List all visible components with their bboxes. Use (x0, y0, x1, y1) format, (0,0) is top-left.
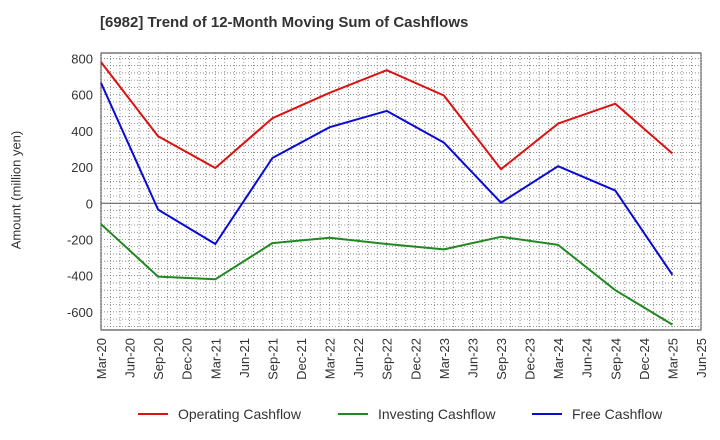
legend-item: Operating Cashflow (138, 404, 301, 424)
axis-layer: 800 600 400 200 0 -200 -400 -600 Mar-20 Jun-20 Sep… (67, 51, 709, 379)
x-tick-label: Jun-25 (694, 338, 709, 378)
legend-label: Free Cashflow (572, 406, 663, 422)
y-tick-label: 800 (71, 51, 93, 66)
legend-swatch (532, 413, 562, 415)
y-tick-label: 200 (71, 160, 93, 175)
x-tick-label: Dec-21 (294, 338, 309, 380)
series-line (100, 223, 673, 326)
chart-plot: 800 600 400 200 0 -200 -400 -600 Mar-20 Jun-20 Sep… (67, 51, 709, 379)
x-tick-label: Dec-24 (637, 338, 652, 380)
series-line (100, 82, 674, 276)
x-tick-label: Jun-24 (580, 338, 595, 378)
x-tick-label: Dec-23 (523, 338, 538, 380)
y-tick-label: -200 (67, 232, 93, 247)
x-tick-label: Mar-22 (323, 338, 338, 379)
x-tick-label: Mar-23 (437, 338, 452, 379)
y-tick-label: 0 (86, 196, 93, 211)
x-tick-label: Mar-24 (551, 338, 566, 379)
x-tick-label: Mar-21 (208, 338, 223, 379)
x-tick-label: Jun-20 (123, 338, 138, 378)
x-tick-label: Jun-21 (237, 338, 252, 378)
y-tick-label: 400 (71, 124, 93, 139)
x-tick-label: Sep-24 (608, 338, 623, 380)
x-tick-label: Jun-22 (351, 338, 366, 378)
x-tick-label: Dec-22 (408, 338, 423, 380)
series-line (100, 61, 674, 171)
legend-item: Investing Cashflow (338, 404, 496, 424)
legend-label: Operating Cashflow (178, 406, 301, 422)
x-tick-label: Sep-21 (265, 338, 280, 380)
x-tick-label: Sep-23 (494, 338, 509, 380)
legend-swatch (138, 413, 168, 415)
chart-title: [6982] Trend of 12-Month Moving Sum of C… (100, 14, 469, 31)
x-tick-label: Mar-25 (665, 338, 680, 379)
y-tick-label: 600 (71, 88, 93, 103)
x-tick-label: Jun-23 (465, 338, 480, 378)
y-tick-label: -400 (67, 269, 93, 284)
x-tick-label: Sep-20 (151, 338, 166, 380)
grid-layer (100, 52, 702, 331)
legend-item: Free Cashflow (532, 404, 662, 424)
legend-swatch (338, 413, 368, 415)
series-layer (100, 61, 674, 326)
legend: Operating Cashflow Investing Cashflow Free… (0, 404, 720, 426)
x-tick-label: Mar-20 (94, 338, 109, 379)
x-tick-label: Dec-20 (180, 338, 195, 380)
x-tick-label: Sep-22 (380, 338, 395, 380)
y-tick-label: -600 (67, 305, 93, 320)
legend-label: Investing Cashflow (378, 406, 496, 422)
